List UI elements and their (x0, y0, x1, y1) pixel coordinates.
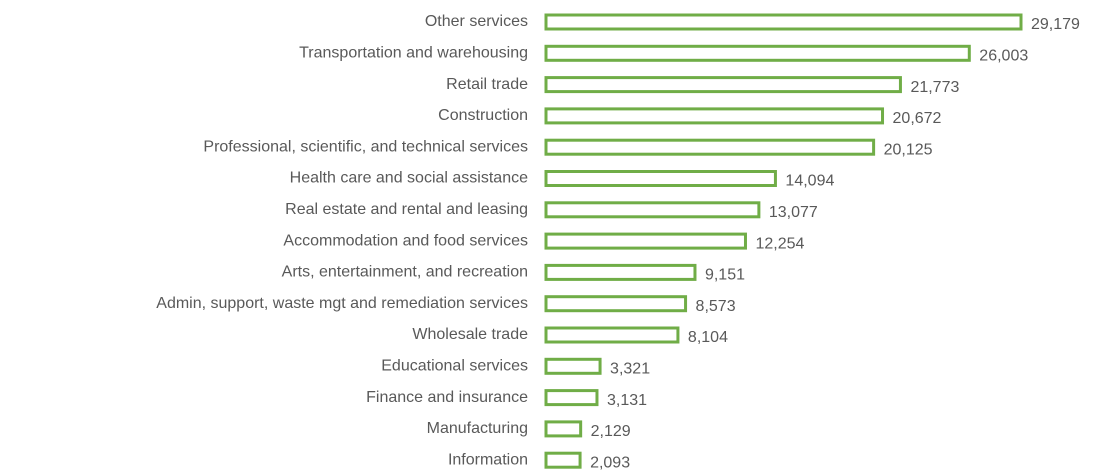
bar (544, 44, 971, 62)
bar (544, 232, 747, 250)
value-label: 21,773 (910, 79, 959, 96)
category-label: Manufacturing (427, 420, 528, 437)
bar (544, 107, 885, 125)
category-label: Real estate and rental and leasing (285, 201, 528, 218)
value-label: 20,672 (893, 110, 942, 127)
bar (544, 138, 876, 156)
value-label: 13,077 (769, 204, 818, 221)
category-label: Wholesale trade (412, 326, 528, 343)
bar (544, 201, 761, 219)
bar (544, 357, 602, 375)
value-label: 14,094 (785, 173, 834, 190)
bar (544, 76, 902, 94)
bar (544, 13, 1023, 31)
category-label: Construction (438, 107, 528, 124)
category-label: Admin, support, waste mgt and remediatio… (156, 295, 528, 312)
bar (544, 295, 688, 313)
category-label: Accommodation and food services (283, 232, 528, 249)
bar (544, 170, 777, 187)
value-label: 8,573 (696, 298, 736, 315)
category-label: Retail trade (446, 76, 528, 93)
bar (544, 263, 697, 281)
value-label: 29,179 (1031, 16, 1080, 33)
value-label: 9,151 (705, 267, 745, 284)
value-label: 26,003 (979, 48, 1028, 65)
category-label: Health care and social assistance (290, 170, 528, 187)
bar (544, 420, 583, 438)
value-label: 2,093 (590, 454, 630, 471)
value-label: 12,254 (755, 235, 804, 252)
bar (544, 389, 599, 407)
category-label: Transportation and warehousing (299, 45, 528, 62)
value-label: 8,104 (688, 329, 728, 346)
category-label: Finance and insurance (366, 389, 528, 406)
category-label: Information (448, 451, 528, 468)
value-label: 3,321 (610, 361, 650, 378)
category-label: Professional, scientific, and technical … (203, 138, 528, 155)
bar (544, 326, 680, 344)
bar (544, 451, 582, 469)
category-label: Arts, entertainment, and recreation (282, 264, 528, 281)
value-label: 3,131 (607, 392, 647, 409)
value-label: 20,125 (884, 141, 933, 158)
category-label: Other services (425, 13, 528, 30)
category-label: Educational services (381, 358, 528, 375)
value-label: 2,129 (591, 423, 631, 440)
